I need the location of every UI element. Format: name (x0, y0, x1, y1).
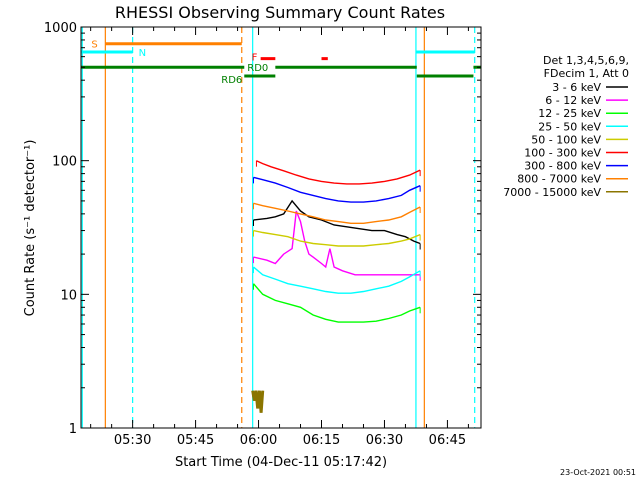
x-axis-label: Start Time (04-Dec-11 05:17:42) (175, 455, 387, 470)
x-tick-label: 06:00 (240, 433, 277, 448)
series-line (252, 283, 421, 323)
status-bar-label: S (91, 40, 97, 51)
legend-header: Det 1,3,4,5,6,9, (543, 54, 629, 67)
status-bar-label: RD6 (221, 75, 242, 86)
legend-entry-label: 12 - 25 keV (538, 107, 601, 120)
chart-title: RHESSI Observing Summary Count Rates (115, 3, 445, 22)
series-line (253, 266, 421, 294)
y-tick-label: 1000 (44, 21, 77, 36)
legend-entry-label: 25 - 50 keV (538, 120, 601, 133)
series-line (253, 229, 421, 247)
status-bar-label: N (139, 48, 146, 59)
legend-entry-label: 800 - 7000 keV (517, 173, 601, 186)
legend-entry-label: 300 - 800 keV (524, 160, 601, 173)
footer-timestamp: 23-Oct-2021 00:51 (560, 468, 636, 477)
series-line (253, 199, 421, 245)
series-line (253, 176, 421, 203)
plot-frame (80, 26, 482, 429)
y-axis-label: Count Rate (s⁻¹ detector⁻¹) (23, 140, 38, 317)
legend-entry-label: 50 - 100 keV (531, 133, 601, 146)
y-tick-label: 1 (69, 422, 77, 437)
legend-entry-label: 3 - 6 keV (552, 81, 601, 94)
x-tick-label: 06:45 (429, 433, 466, 448)
legend-entry-label: 100 - 300 keV (524, 147, 601, 160)
status-bar-label: RD0 (247, 63, 268, 74)
series-group (251, 160, 421, 413)
x-axis-ticks: 05:30 05:45 06:00 06:15 06:30 06:45 (90, 27, 469, 448)
x-tick-label: 05:30 (114, 433, 151, 448)
legend-entry-label: 6 - 12 keV (545, 94, 601, 107)
x-tick-label: 05:45 (177, 433, 214, 448)
x-tick-label: 06:15 (303, 433, 340, 448)
y-tick-label: 100 (52, 155, 77, 170)
legend-entry-label: 7000 - 15000 keV (503, 186, 601, 199)
legend: Det 1,3,4,5,6,9,FDecim 1, Att 03 - 6 keV… (503, 54, 629, 199)
series-line (253, 202, 421, 224)
series-line (256, 160, 421, 185)
vertical-marker-lines (81, 27, 476, 428)
y-tick-label: 10 (60, 288, 77, 303)
series-line (251, 390, 265, 413)
legend-header: FDecim 1, Att 0 (544, 67, 629, 80)
series-line (253, 210, 421, 276)
y-axis-ticks: 1 10 100 1000 (44, 21, 481, 437)
x-tick-label: 06:30 (366, 433, 403, 448)
status-bar-label: F (252, 53, 258, 64)
